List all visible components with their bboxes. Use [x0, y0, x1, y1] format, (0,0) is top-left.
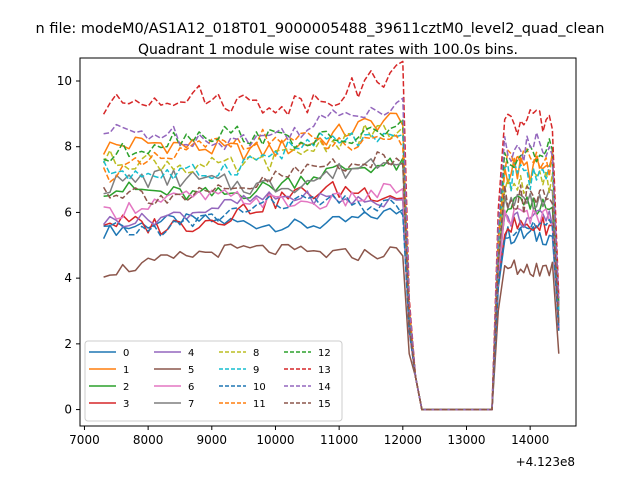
legend-label: 12: [318, 348, 331, 359]
legend-label: 8: [253, 348, 259, 359]
legend-label: 0: [123, 348, 129, 359]
series-line-3: [103, 180, 560, 411]
plot-frame: [79, 57, 577, 427]
legend-label: 7: [188, 399, 194, 410]
legend-label: 9: [253, 365, 259, 376]
series-line-10: [103, 193, 560, 411]
legend-label: 5: [188, 365, 194, 376]
series-line-14: [103, 97, 560, 411]
y-tick-label: 0: [64, 403, 72, 417]
legend-box: [84, 340, 343, 422]
y-tick-label: 8: [64, 140, 72, 154]
x-tick-label: 8000: [133, 433, 164, 447]
legend-label: 2: [123, 382, 129, 393]
y-tick-label: 4: [64, 271, 72, 285]
x-tick-label: 13000: [447, 433, 485, 447]
x-tick-label: 10000: [256, 433, 294, 447]
y-tick-label: 10: [57, 74, 72, 88]
legend-label: 14: [318, 382, 331, 393]
series-line-1: [102, 112, 560, 411]
legend-label: 1: [123, 365, 129, 376]
y-axis: 0 2 4 6 8 10: [57, 74, 80, 417]
legend-label: 3: [123, 399, 129, 410]
series-line-15: [102, 151, 560, 411]
series-line-4: [103, 190, 560, 411]
x-tick-label: 9000: [197, 433, 228, 447]
x-tick-label: 12000: [384, 433, 422, 447]
legend-label: 6: [188, 382, 194, 393]
series-line-6: [103, 182, 560, 411]
legend-label: 10: [253, 382, 266, 393]
series-line-12: [103, 118, 560, 411]
legend-label: 15: [318, 399, 331, 410]
x-axis: 7000 8000 9000 10000 11000 12000 13000 14000: [69, 426, 549, 447]
series-line-0: [102, 207, 560, 411]
series-line-5: [103, 243, 560, 411]
series-line-13: [102, 60, 560, 411]
y-tick-label: 2: [64, 337, 72, 351]
x-tick-label: 11000: [320, 433, 358, 447]
x-tick-label: 7000: [69, 433, 100, 447]
legend-label: 4: [188, 348, 194, 359]
chart-suptitle: n file: modeM0/AS1A12_018T01_9000005488_…: [36, 21, 605, 37]
plot-area: [102, 60, 560, 411]
chart-title: Quadrant 1 module wise count rates with …: [138, 42, 518, 58]
series-line-7: [103, 158, 560, 411]
legend-label: 13: [318, 365, 331, 376]
x-tick-label: 14000: [511, 433, 549, 447]
y-tick-label: 6: [64, 205, 72, 219]
x-offset-label: +4.123e8: [516, 455, 575, 469]
series-line-11: [102, 128, 560, 411]
legend-label: 11: [253, 399, 266, 410]
